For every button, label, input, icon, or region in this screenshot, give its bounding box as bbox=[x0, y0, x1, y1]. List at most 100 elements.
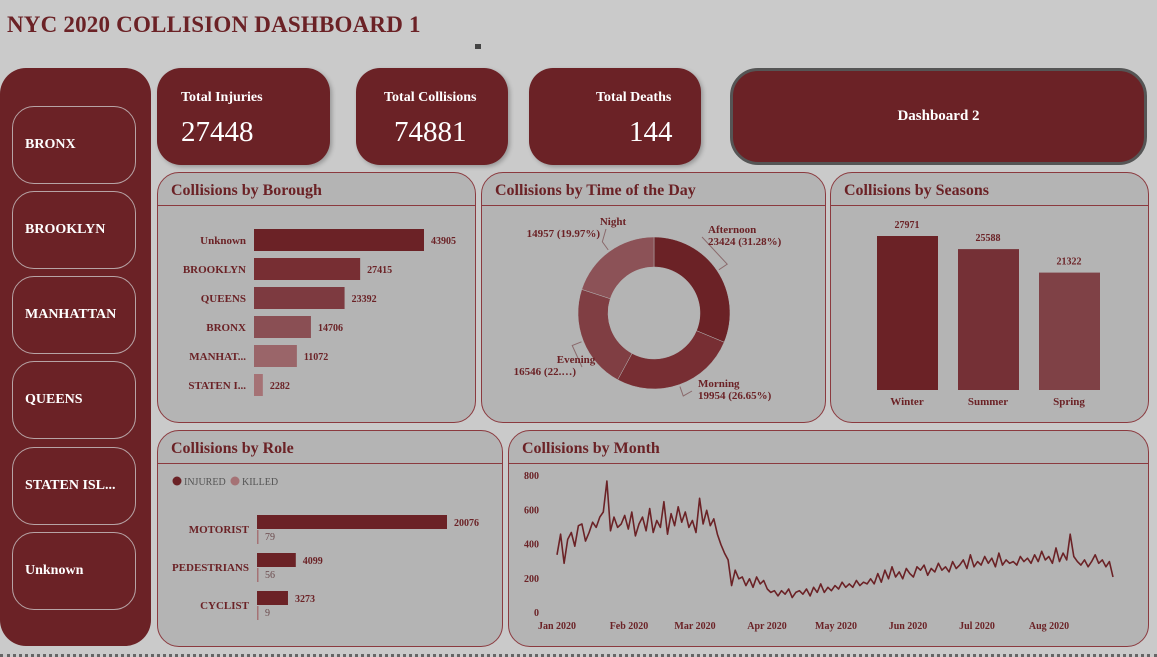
month-line-chart: 0 200 400 600 800 Jan 2020 Feb 2020 Mar 2020 Apr… bbox=[524, 471, 1114, 632]
bar-category-label: MOTORIST bbox=[189, 524, 250, 536]
x-tick-label: Apr 2020 bbox=[747, 621, 787, 632]
x-tick-label: May 2020 bbox=[815, 621, 857, 632]
kpi-label: Total Collisions bbox=[384, 90, 477, 105]
bar-value-label: 56 bbox=[265, 570, 275, 581]
seasons-chart-panel: Collisions by Seasons 27971 Winter 25588 Su… bbox=[830, 172, 1149, 423]
legend-marker-injured bbox=[172, 476, 182, 486]
bar bbox=[1039, 272, 1100, 390]
filter-button-queens[interactable]: QUEENS bbox=[12, 361, 136, 439]
bar bbox=[254, 258, 361, 280]
bar-category-label: PEDESTRIANS bbox=[172, 562, 249, 574]
slice-name-label: Night bbox=[600, 216, 627, 228]
bar-category-label: Summer bbox=[968, 396, 1008, 408]
x-tick-label: Feb 2020 bbox=[610, 621, 649, 632]
borough-bar-chart: Unknown 43905 BROOKLYN 27415 QUEENS 23392 BRON… bbox=[183, 229, 456, 396]
month-chart-panel: Collisions by Month 0 200 400 600 800 Jan 202… bbox=[508, 430, 1149, 647]
legend-label: INJURED bbox=[184, 477, 226, 488]
slice-name-label: Morning bbox=[698, 378, 740, 390]
borough-filter-sidebar: BRONX BROOKLYN MANHATTAN QUEENS STATEN I… bbox=[0, 68, 151, 646]
bar bbox=[958, 249, 1019, 390]
y-tick-label: 600 bbox=[524, 505, 539, 516]
y-tick-label: 200 bbox=[524, 574, 539, 585]
filter-button-staten-island[interactable]: STATEN ISL... bbox=[12, 447, 136, 525]
donut-slice bbox=[653, 236, 731, 343]
bar-value-label: 79 bbox=[265, 532, 275, 543]
page-title: NYC 2020 COLLISION DASHBOARD 1 bbox=[7, 12, 421, 37]
role-chart-panel: Collisions by Role INJURED KILLED MOTORIST… bbox=[157, 430, 503, 647]
bar-value-label: 27971 bbox=[895, 220, 920, 231]
slice-name-label: Afternoon bbox=[708, 224, 756, 236]
chart-title: Collisions by Month bbox=[522, 440, 660, 457]
slice-value-label: 16546 (22.…) bbox=[514, 366, 577, 378]
kpi-value: 144 bbox=[629, 116, 673, 148]
filter-button-bronx[interactable]: BRONX bbox=[12, 106, 136, 184]
bar bbox=[254, 287, 345, 309]
x-tick-label: Mar 2020 bbox=[674, 621, 715, 632]
bar-killed bbox=[257, 568, 259, 582]
bar-category-label: MANHAT... bbox=[189, 351, 246, 363]
bar-injured bbox=[257, 591, 288, 605]
slice-name-label: Evening bbox=[557, 354, 596, 366]
kpi-value: 27448 bbox=[181, 116, 254, 148]
series-line bbox=[556, 480, 1114, 599]
kpi-value: 74881 bbox=[394, 116, 467, 148]
chart-title: Collisions by Role bbox=[171, 440, 294, 457]
bar-category-label: QUEENS bbox=[201, 293, 246, 305]
bar-value-label: 3273 bbox=[295, 594, 315, 605]
bar-category-label: STATEN I... bbox=[188, 380, 246, 392]
kpi-total-collisions: Total Collisions 74881 bbox=[356, 68, 508, 165]
bar-value-label: 27415 bbox=[367, 265, 392, 276]
bar-category-label: Spring bbox=[1053, 396, 1085, 408]
x-tick-label: Aug 2020 bbox=[1029, 621, 1069, 632]
bar-killed bbox=[257, 530, 259, 544]
x-tick-label: Jan 2020 bbox=[538, 621, 576, 632]
bar-value-label: 23392 bbox=[352, 294, 377, 305]
seasons-bar-chart: 27971 Winter 25588 Summer 21322 Spring bbox=[877, 220, 1100, 408]
bar-value-label: 21322 bbox=[1057, 257, 1082, 268]
bar-value-label: 2282 bbox=[270, 381, 290, 392]
bar bbox=[254, 345, 297, 367]
kpi-label: Total Injuries bbox=[181, 90, 263, 105]
slice-value-label: 14957 (19.97%) bbox=[527, 228, 601, 240]
slice-leader-line bbox=[679, 386, 693, 397]
bar bbox=[254, 316, 311, 338]
bar-value-label: 11072 bbox=[304, 352, 328, 363]
x-tick-label: Jul 2020 bbox=[959, 621, 995, 632]
kpi-total-injuries: Total Injuries 27448 bbox=[157, 68, 330, 165]
bar bbox=[254, 229, 424, 251]
x-tick-label: Jun 2020 bbox=[889, 621, 928, 632]
bar-value-label: 20076 bbox=[454, 518, 479, 529]
filter-button-unknown[interactable]: Unknown bbox=[12, 532, 136, 610]
filter-button-brooklyn[interactable]: BROOKLYN bbox=[12, 191, 136, 269]
chart-title: Collisions by Time of the Day bbox=[495, 182, 696, 199]
slice-leader-line bbox=[701, 236, 728, 271]
slice-value-label: 23424 (31.28%) bbox=[708, 236, 782, 248]
bar-value-label: 43905 bbox=[431, 236, 456, 247]
legend-label: KILLED bbox=[242, 477, 278, 488]
bar bbox=[877, 236, 938, 390]
bar-killed bbox=[257, 606, 259, 620]
dashboard-2-button[interactable]: Dashboard 2 bbox=[730, 68, 1147, 165]
donut-slice bbox=[577, 289, 633, 381]
filter-button-manhattan[interactable]: MANHATTAN bbox=[12, 276, 136, 354]
bar-injured bbox=[257, 553, 296, 567]
borough-chart-panel: Collisions by Borough Unknown 43905 BROOKL… bbox=[157, 172, 476, 423]
slice-leader-line bbox=[601, 228, 609, 251]
bar bbox=[254, 374, 263, 396]
bar-injured bbox=[257, 515, 447, 529]
bar-category-label: Winter bbox=[890, 396, 924, 408]
page-border bbox=[0, 653, 1157, 657]
bar-category-label: CYCLIST bbox=[200, 600, 250, 612]
kpi-total-deaths: Total Deaths 144 bbox=[529, 68, 701, 165]
kpi-label: Total Deaths bbox=[596, 90, 672, 105]
legend-marker-killed bbox=[230, 476, 240, 486]
donut-slice bbox=[581, 236, 655, 300]
chart-title: Collisions by Borough bbox=[171, 182, 322, 199]
bar-value-label: 4099 bbox=[303, 556, 323, 567]
bar-category-label: Unknown bbox=[200, 235, 246, 247]
focus-marker bbox=[475, 44, 481, 49]
y-tick-label: 0 bbox=[534, 608, 539, 619]
role-bar-chart: INJURED KILLED MOTORIST 20076 79 PEDESTRIANS 4… bbox=[172, 476, 479, 620]
slice-value-label: 19954 (26.65%) bbox=[698, 390, 772, 402]
